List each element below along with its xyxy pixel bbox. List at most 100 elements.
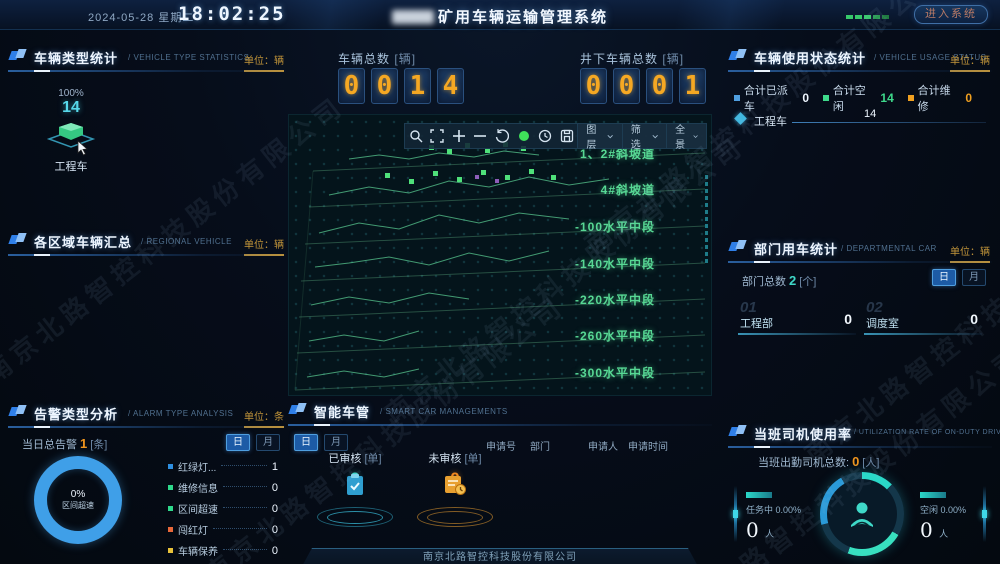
panel-icon: [10, 233, 28, 246]
panel-icon: [10, 49, 28, 62]
panel-underline: [728, 446, 992, 448]
bar-value: 14: [864, 108, 877, 120]
underground-total-digits: 0 0 0 1: [580, 68, 706, 104]
vehicle-box-icon: [46, 123, 96, 148]
column-header: 部门: [530, 442, 550, 453]
stat-idle: 合计空闲 14: [823, 82, 894, 114]
unit-label: 单位：辆: [950, 243, 990, 263]
panel-subtitle: / SMART CAR MANAGEMENTS: [380, 407, 508, 416]
driver-utilization-panel: 当班司机使用率 / UTILIZATION RATE OF ON-DUTY DR…: [728, 420, 1000, 564]
zoom-in-icon[interactable]: [448, 124, 470, 148]
mine-map[interactable]: 1、2#斜坡道 4#斜坡道 -100水平中段 -140水平中段 -220水平中段…: [288, 114, 712, 396]
panel-subtitle: / DEPARTMENTAL CAR: [841, 244, 937, 253]
search-icon[interactable]: [405, 124, 427, 148]
donut-label: 区间超速: [62, 501, 94, 510]
legend-item[interactable]: 维修信息 0: [168, 477, 278, 498]
unit-label: 单位：辆: [244, 236, 284, 256]
unit-label: 单位：辆: [950, 52, 990, 72]
column-header: 申请号: [486, 442, 516, 453]
panel-title: 当班司机使用率: [754, 427, 853, 442]
alarm-day-month-toggle: 日 月: [226, 434, 280, 451]
driver-total-row: 当班出勤司机总数: 0 [人]: [758, 454, 880, 469]
legend-item[interactable]: 闯红灯 0: [168, 519, 278, 540]
clipboard-check-icon: [347, 474, 363, 495]
panel-subtitle: / VEHICLE TYPE STATISTICS: [128, 53, 250, 62]
vehicle-type-count: 14: [62, 99, 80, 116]
month-tab[interactable]: 月: [962, 269, 986, 286]
month-tab[interactable]: 月: [256, 434, 280, 451]
day-tab[interactable]: 日: [226, 434, 250, 451]
document-clock-icon: [445, 476, 466, 495]
panel-icon: [290, 403, 308, 416]
fit-frame-icon[interactable]: [427, 124, 449, 148]
panel-underline: [288, 424, 712, 426]
pending-platform: [417, 476, 493, 527]
vehicle-type-percent: 100%: [58, 88, 84, 99]
pending-block: 未审核 [单] 0: [400, 450, 510, 527]
panel-title: 部门用车统计: [754, 242, 839, 257]
idle-stat: 空闲 0.00% 0 人: [920, 492, 990, 542]
panel-header: 智能车管 / SMART CAR MANAGEMENTS: [288, 398, 712, 426]
busy-stat: 任务中 0.00% 0 人: [746, 492, 816, 542]
right-bracket-decor: [982, 486, 987, 542]
vehicle-total-label: 车辆总数 [辆]: [338, 52, 417, 66]
mine-level-label: -300水平中段: [574, 366, 655, 380]
legend-item[interactable]: 车辆保养 0: [168, 540, 278, 561]
department-total-row: 部门总数 2 [个]: [742, 273, 817, 288]
legend-dot: [168, 527, 173, 532]
vehicle-type-item[interactable]: 100% 14 工程车: [36, 88, 106, 174]
mine-level-label: -140水平中段: [574, 257, 655, 271]
panel-header: 各区域车辆汇总 / REGIONAL VEHICLE 单位：辆: [8, 228, 286, 256]
save-icon[interactable]: [556, 124, 578, 148]
current-date: 2024-05-28 星期二: [88, 12, 195, 24]
zoom-out-icon[interactable]: [470, 124, 492, 148]
driver-icon: [851, 502, 873, 527]
layers-dropdown[interactable]: 图层: [577, 124, 622, 151]
current-time: 18:02:25: [178, 3, 286, 25]
mine-level-label: 4#斜坡道: [600, 183, 655, 197]
map-scrollbar[interactable]: [705, 175, 708, 265]
panel-icon: [730, 240, 748, 253]
panorama-dropdown[interactable]: 全景: [666, 124, 707, 151]
legend-dot: [168, 464, 173, 469]
department-item[interactable]: 02 调度室 0: [864, 299, 982, 345]
day-tab[interactable]: 日: [294, 434, 318, 451]
alarm-donut-chart: 0% 区间超速: [34, 456, 122, 544]
legend-item[interactable]: 红绿灯... 1: [168, 456, 278, 477]
map-toolbar: 图层 筛选 全景: [404, 123, 707, 151]
department-item[interactable]: 01 工程部 0: [738, 299, 856, 345]
alarm-legend: 红绿灯... 1 维修信息 0 区间超速 0 闯红灯 0 车辆保养 0: [168, 456, 278, 561]
panel-title: 车辆类型统计: [34, 51, 119, 66]
panel-title: 智能车管: [314, 405, 371, 420]
driver-gauge: [820, 472, 904, 556]
day-tab[interactable]: 日: [932, 269, 956, 286]
filter-dropdown[interactable]: 筛选: [621, 124, 667, 151]
smart-car-panel: 智能车管 / SMART CAR MANAGEMENTS 日 月 申请号 部门 …: [288, 398, 712, 548]
stat-dispatched: 合计已派车 0: [734, 82, 809, 114]
dept-day-month-toggle: 日 月: [932, 269, 986, 286]
donut-percent: 0%: [70, 489, 86, 500]
panel-icon: [10, 405, 28, 418]
column-header: 申请人: [588, 442, 618, 453]
month-tab[interactable]: 月: [324, 434, 348, 451]
legend-item[interactable]: 区间超速 0: [168, 498, 278, 519]
chevron-down-icon: [652, 134, 658, 138]
status-dot-icon[interactable]: [513, 124, 535, 148]
panel-subtitle: / REGIONAL VEHICLE: [141, 237, 232, 246]
reset-view-icon[interactable]: [491, 124, 513, 148]
top-header: 2024-05-28 星期二 18:02:25 矿用车辆运输管理系统 进入系统: [0, 0, 1000, 30]
chevron-down-icon: [607, 134, 614, 138]
column-header: 申请时间: [628, 442, 668, 453]
chevron-down-icon: [693, 134, 698, 138]
panel-header: 车辆类型统计 / VEHICLE TYPE STATISTICS 单位：辆: [8, 44, 286, 72]
panel-title: 车辆使用状态统计: [754, 51, 867, 66]
clock-icon[interactable]: [534, 124, 556, 148]
redacted-title-prefix: [391, 9, 434, 24]
footer-company-label: 南京北路智控科技股份有限公司: [300, 548, 700, 564]
enter-system-button[interactable]: 进入系统: [914, 5, 988, 24]
regional-vehicle-panel: 各区域车辆汇总 / REGIONAL VEHICLE 单位：辆: [8, 228, 286, 394]
approved-block: 已审核 [单] 0: [300, 450, 410, 527]
vehicle-type-panel: 车辆类型统计 / VEHICLE TYPE STATISTICS 单位：辆 10…: [8, 44, 286, 216]
department-total-value: 2: [789, 273, 797, 288]
